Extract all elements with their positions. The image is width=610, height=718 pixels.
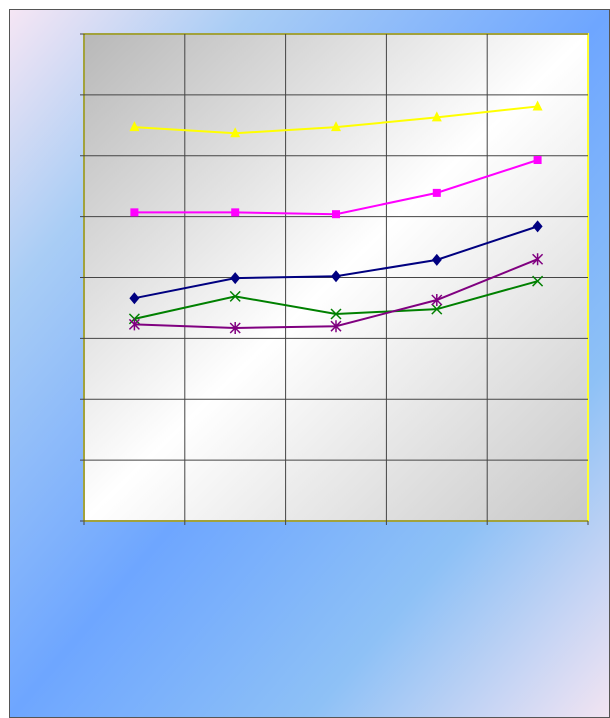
marker — [128, 318, 140, 331]
marker — [331, 121, 341, 132]
marker — [532, 275, 544, 287]
marker — [532, 253, 544, 266]
marker — [230, 127, 241, 138]
marker — [532, 100, 543, 111]
marker — [332, 210, 340, 219]
marker — [532, 220, 543, 233]
marker — [229, 322, 241, 335]
marker — [231, 208, 240, 217]
marker — [432, 188, 441, 197]
marker — [431, 253, 442, 266]
marker — [533, 156, 542, 165]
marker — [330, 308, 342, 320]
marker — [129, 121, 140, 132]
marker — [431, 303, 443, 315]
marker — [129, 292, 140, 305]
marker — [230, 272, 241, 285]
marker — [130, 208, 139, 217]
marker — [330, 320, 342, 333]
marker — [331, 270, 341, 283]
marker — [431, 111, 442, 122]
marker — [229, 290, 241, 302]
marker — [431, 294, 443, 307]
